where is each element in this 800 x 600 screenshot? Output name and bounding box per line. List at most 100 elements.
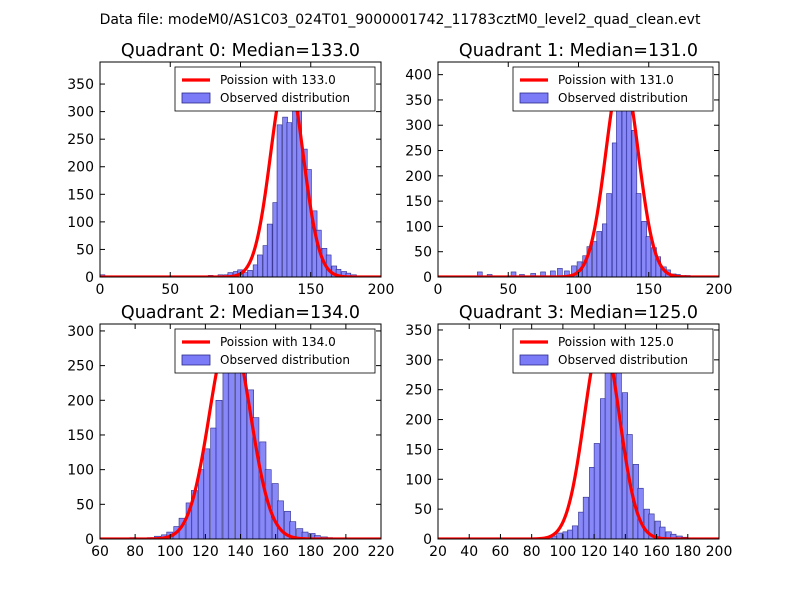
y-tick-label: 50 (414, 245, 432, 261)
y-tick-label: 250 (67, 359, 94, 375)
legend-bar-swatch (519, 354, 549, 366)
y-tick-label: 300 (67, 324, 94, 340)
x-tick-label: 100 (565, 282, 592, 298)
legend: Poission with 125.0 Observed distribution (512, 328, 714, 374)
figure-title: Data file: modeM0/AS1C03_024T01_90000017… (100, 12, 701, 28)
y-tick-label: 150 (67, 187, 94, 203)
x-tick-label: 100 (550, 544, 577, 560)
y-tick-label: 300 (67, 105, 94, 121)
legend-box (174, 328, 376, 374)
histogram-bar (247, 270, 253, 277)
y-tick-label: 0 (423, 270, 432, 286)
histogram-bar (571, 525, 579, 539)
x-tick-label: 80 (126, 544, 144, 560)
legend-label-poisson: Poission with 133.0 (220, 73, 336, 87)
histogram-bar (266, 223, 273, 277)
histogram-bar (604, 365, 611, 539)
y-tick-label: 400 (405, 68, 432, 84)
x-tick-label: 180 (674, 544, 701, 560)
y-tick-label: 200 (405, 413, 432, 429)
legend-bar-swatch (181, 92, 211, 104)
axes-frame (437, 323, 720, 540)
plot-area (100, 71, 381, 277)
x-tick-label: 100 (227, 282, 254, 298)
legend-bar-swatch (519, 92, 549, 104)
histogram-bar (564, 270, 570, 277)
y-tick-label: 100 (67, 463, 94, 479)
x-tick-label: 60 (91, 544, 109, 560)
x-tick-label: 0 (434, 282, 443, 298)
x-tick-label: 200 (706, 282, 733, 298)
histogram-bar (550, 270, 556, 277)
y-tick-label: 200 (67, 393, 94, 409)
legend-label-observed: Observed distribution (220, 353, 350, 367)
x-tick-label: 160 (643, 544, 670, 560)
histogram-bar (645, 236, 652, 277)
histogram-bar (625, 109, 632, 277)
histogram-bar (203, 448, 211, 539)
y-tick-label: 100 (405, 219, 432, 235)
histogram-bar (313, 535, 321, 539)
legend-label-observed: Observed distribution (558, 353, 688, 367)
y-tick-label: 50 (76, 497, 94, 513)
x-tick-label: 50 (161, 282, 179, 298)
legend: Poission with 133.0 Observed distribution (174, 66, 376, 112)
panel-title: Quadrant 2: Median=134.0 (121, 303, 360, 323)
y-tick-label: 50 (76, 242, 94, 258)
plot-area (438, 68, 719, 277)
x-tick-label: 200 (706, 544, 733, 560)
histogram-bar (530, 273, 536, 277)
histogram-bar (257, 254, 263, 277)
y-tick-label: 0 (85, 270, 94, 286)
x-tick-label: 40 (460, 544, 478, 560)
x-tick-label: 150 (635, 282, 662, 298)
y-tick-label: 150 (405, 194, 432, 210)
legend-label-observed: Observed distribution (220, 91, 350, 105)
y-tick-label: 200 (67, 160, 94, 176)
quadrant-0-panel: Quadrant 0: Median=133.0 0 50 100 150 200 0 50 1… (67, 41, 394, 298)
legend-bar-swatch (181, 354, 211, 366)
panel-title: Quadrant 0: Median=133.0 (121, 41, 360, 61)
legend-box (512, 328, 714, 374)
y-tick-label: 300 (405, 353, 432, 369)
legend-label-observed: Observed distribution (558, 91, 688, 105)
histogram-bar (276, 124, 283, 277)
histogram-bar (635, 193, 642, 277)
legend-box (174, 66, 376, 112)
x-tick-label: 180 (297, 544, 324, 560)
quadrant-2-panel: Quadrant 2: Median=134.0 60 80 100 120 140 160… (67, 303, 394, 560)
y-tick-label: 0 (423, 532, 432, 548)
y-tick-label: 100 (405, 472, 432, 488)
panel-title: Quadrant 1: Median=131.0 (459, 41, 698, 61)
y-tick-label: 350 (67, 77, 94, 93)
histogram-bar (289, 521, 297, 539)
legend-label-poisson: Poission with 125.0 (558, 335, 674, 349)
legend-box (512, 66, 714, 112)
histogram-bar (593, 443, 600, 539)
x-tick-label: 200 (368, 282, 395, 298)
x-tick-label: 80 (523, 544, 541, 560)
histogram-bar (306, 169, 312, 277)
histogram-bar (648, 513, 655, 539)
x-tick-label: 140 (612, 544, 639, 560)
x-tick-label: 0 (96, 282, 105, 298)
histogram-bar (606, 193, 612, 277)
y-tick-label: 250 (405, 144, 432, 160)
legend-label-poisson: Poission with 131.0 (558, 73, 674, 87)
quadrant-3-panel: Quadrant 3: Median=125.020 40 60 80 100 120 14… (405, 303, 732, 560)
y-tick-label: 50 (414, 502, 432, 518)
y-tick-label: 0 (85, 532, 94, 548)
legend: Poission with 134.0 Observed distribution (174, 328, 376, 374)
x-tick-label: 60 (492, 544, 510, 560)
y-tick-label: 200 (405, 169, 432, 185)
y-tick-label: 350 (405, 323, 432, 339)
quadrant-1-panel: Quadrant 1: Median=131.0 0 50 100 150 200 0 50 1… (405, 41, 732, 298)
x-tick-label: 150 (297, 282, 324, 298)
y-tick-label: 250 (405, 383, 432, 399)
histogram-bar (616, 94, 622, 277)
y-tick-label: 250 (67, 132, 94, 148)
x-tick-label: 20 (429, 544, 447, 560)
x-tick-label: 160 (262, 544, 289, 560)
histogram-bar (596, 231, 602, 277)
